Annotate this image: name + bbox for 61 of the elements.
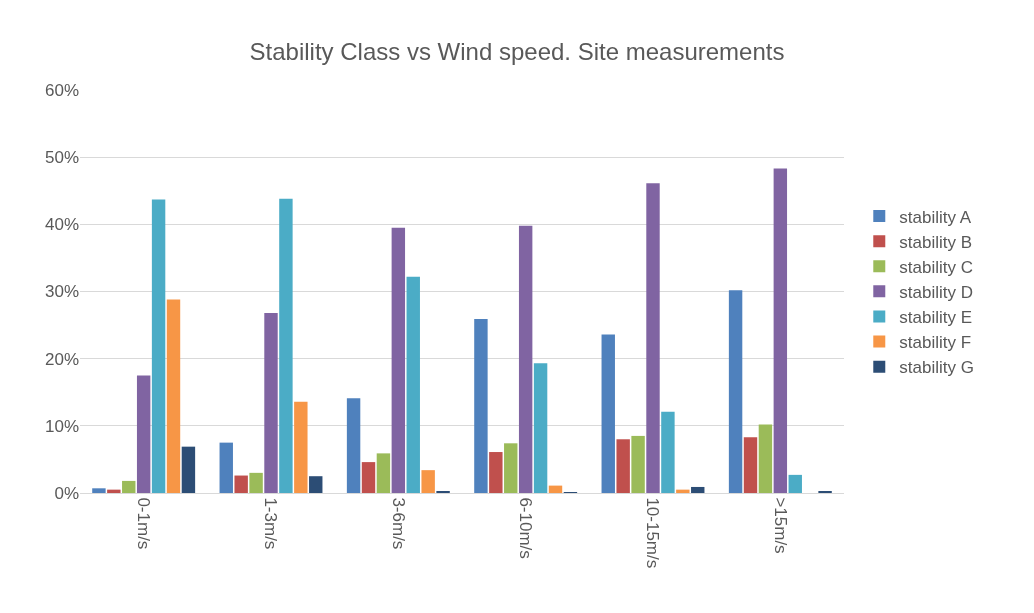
bar (181, 446, 196, 493)
y-tick-label: 60% (44, 80, 79, 100)
bar (376, 453, 391, 493)
bar (361, 462, 376, 493)
legend-label: stability D (899, 282, 973, 302)
bar (518, 225, 533, 493)
bar (758, 424, 773, 493)
bar (728, 290, 743, 493)
bar (151, 199, 166, 493)
x-tick-label: 6-10m/s (516, 497, 536, 559)
bar (136, 375, 151, 493)
x-tick-label: 3-6m/s (388, 497, 408, 550)
bar (773, 168, 788, 493)
bar (294, 401, 308, 493)
bar (631, 435, 645, 493)
bar (122, 480, 136, 493)
legend-label: stability B (899, 232, 973, 252)
y-tick-label: 30% (44, 282, 79, 302)
bar (249, 472, 263, 493)
bar (691, 486, 705, 493)
bar (421, 470, 435, 493)
bar (646, 183, 660, 493)
x-tick-label: 0-1m/s (134, 497, 154, 550)
y-tick-label: 0% (54, 483, 79, 503)
y-tick-label: 20% (44, 349, 79, 369)
bar (489, 452, 503, 493)
bar (107, 489, 121, 493)
chart-title: Stability Class vs Wind speed. Site measurements (249, 37, 785, 65)
bar (219, 442, 233, 493)
bar (92, 488, 106, 493)
legend-label: stability A (899, 207, 972, 227)
bar (788, 474, 802, 493)
bar (474, 319, 488, 493)
bar (391, 227, 406, 493)
bar (818, 490, 832, 493)
bar (601, 334, 615, 493)
bar (533, 363, 548, 493)
legend-label: stability F (899, 333, 972, 353)
x-tick-label: 1-3m/s (261, 497, 281, 550)
bar (346, 398, 361, 493)
bar (676, 489, 690, 493)
x-tick-label: >15m/s (770, 497, 790, 554)
bar (548, 485, 563, 493)
legend-label: stability E (899, 308, 973, 328)
bar (743, 437, 758, 493)
bar (309, 476, 323, 493)
bar (166, 299, 181, 493)
legend-label: stability G (899, 358, 974, 378)
bar (234, 475, 248, 493)
bar (436, 490, 450, 493)
bar (504, 443, 518, 493)
bar (264, 312, 278, 493)
bar (279, 198, 293, 493)
legend-label: stability C (899, 257, 973, 277)
bar (616, 439, 630, 493)
x-tick-label: 10-15m/s (643, 497, 663, 569)
y-tick-label: 10% (44, 416, 79, 436)
bar (661, 411, 675, 493)
bar (406, 276, 420, 493)
y-tick-label: 50% (44, 148, 79, 168)
y-tick-label: 40% (44, 215, 79, 235)
